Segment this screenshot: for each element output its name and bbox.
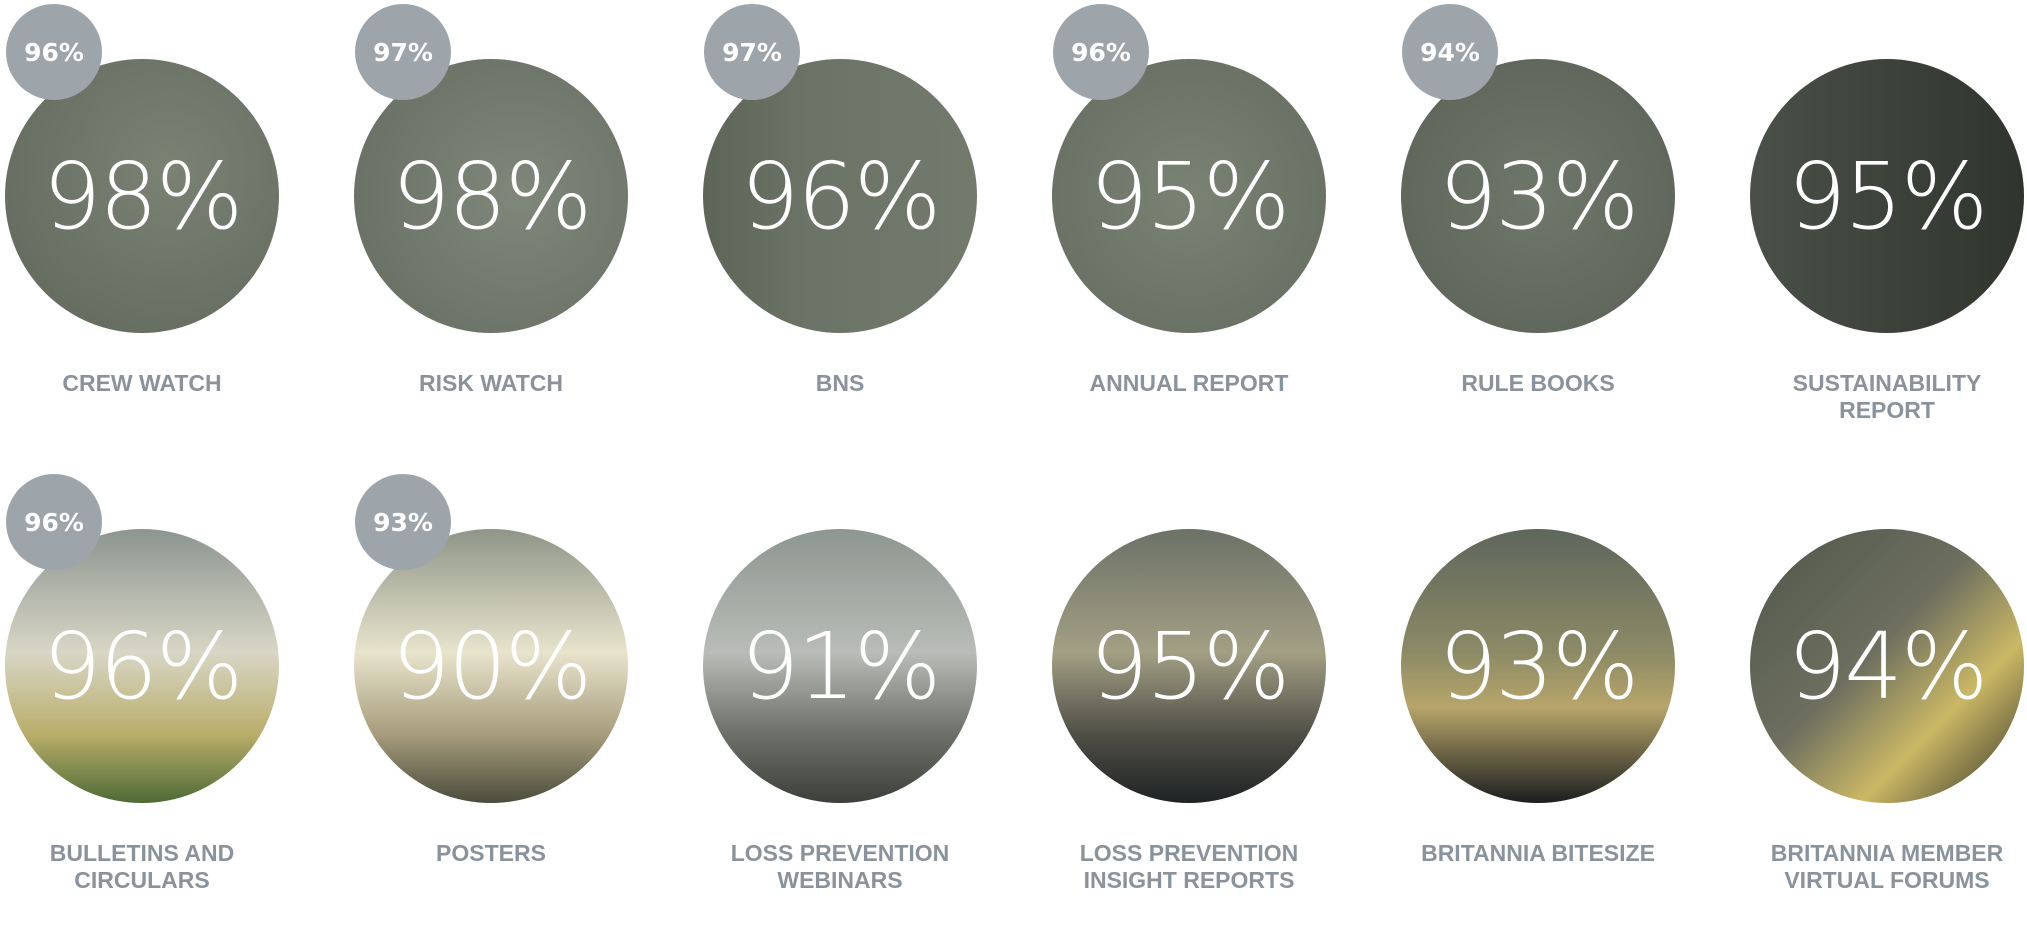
stat-value: 91% xyxy=(741,613,939,720)
stat-circle: 90% xyxy=(354,529,628,803)
stat-label: BRITANNIA BITESIZE xyxy=(1396,840,1680,867)
stat-circle: 98% xyxy=(5,59,279,333)
stat-circle: 93% xyxy=(1401,59,1675,333)
label-line: RISK WATCH xyxy=(349,370,633,397)
stat-value: 96% xyxy=(43,613,241,720)
stat-value: 96% xyxy=(741,143,939,250)
stat-item: 90% 93% POSTERS xyxy=(349,470,698,940)
label-line: BRITANNIA MEMBER xyxy=(1745,840,2027,867)
stat-badge: 93% xyxy=(355,474,451,570)
label-line: POSTERS xyxy=(349,840,633,867)
stat-badge: 94% xyxy=(1402,4,1498,100)
stat-label: POSTERS xyxy=(349,840,633,867)
stat-circle: 95% xyxy=(1052,529,1326,803)
stat-item: 95% 96% ANNUAL REPORT xyxy=(1047,0,1396,470)
label-line: CIRCULARS xyxy=(0,867,284,894)
stat-value: 95% xyxy=(1090,613,1288,720)
stat-circle: 96% xyxy=(703,59,977,333)
stat-badge: 97% xyxy=(355,4,451,100)
stat-value: 90% xyxy=(392,613,590,720)
stat-item: 93% BRITANNIA BITESIZE xyxy=(1396,470,1745,940)
stat-badge: 96% xyxy=(1053,4,1149,100)
stat-label: BNS xyxy=(698,370,982,397)
label-line: RULE BOOKS xyxy=(1396,370,1680,397)
stat-circle: 93% xyxy=(1401,529,1675,803)
stat-badge: 97% xyxy=(704,4,800,100)
stat-label: CREW WATCH xyxy=(0,370,284,397)
stat-value: 93% xyxy=(1439,143,1637,250)
stat-circle: 91% xyxy=(703,529,977,803)
stat-value: 95% xyxy=(1090,143,1288,250)
stat-label: ANNUAL REPORT xyxy=(1047,370,1331,397)
label-line: CREW WATCH xyxy=(0,370,284,397)
label-line: BULLETINS AND xyxy=(0,840,284,867)
stat-value: 93% xyxy=(1439,613,1637,720)
label-line: WEBINARS xyxy=(698,867,982,894)
stat-item: 98% 97% RISK WATCH xyxy=(349,0,698,470)
stat-label: RULE BOOKS xyxy=(1396,370,1680,397)
stat-value: 98% xyxy=(392,143,590,250)
label-line: SUSTAINABILITY xyxy=(1745,370,2027,397)
stat-badge: 96% xyxy=(6,4,102,100)
label-line: VIRTUAL FORUMS xyxy=(1745,867,2027,894)
stat-circle: 98% xyxy=(354,59,628,333)
label-line: LOSS PREVENTION xyxy=(698,840,982,867)
stat-value: 95% xyxy=(1788,143,1986,250)
stat-item: 98% 96% CREW WATCH xyxy=(0,0,349,470)
stat-value: 94% xyxy=(1788,613,1986,720)
label-line: REPORT xyxy=(1745,397,2027,424)
stat-badge: 96% xyxy=(6,474,102,570)
stat-circle: 95% xyxy=(1750,59,2024,333)
label-line: BNS xyxy=(698,370,982,397)
label-line: LOSS PREVENTION xyxy=(1047,840,1331,867)
stat-circle: 94% xyxy=(1750,529,2024,803)
label-line: BRITANNIA BITESIZE xyxy=(1396,840,1680,867)
stat-circle: 96% xyxy=(5,529,279,803)
stat-circle: 95% xyxy=(1052,59,1326,333)
label-line: INSIGHT REPORTS xyxy=(1047,867,1331,894)
stat-item: 93% 94% RULE BOOKS xyxy=(1396,0,1745,470)
page: 98% 96% CREW WATCH 98% 97% RISK WATCH 96% 97% BN… xyxy=(0,0,2027,895)
stat-label: RISK WATCH xyxy=(349,370,633,397)
label-line: ANNUAL REPORT xyxy=(1047,370,1331,397)
stat-item: 96% 97% BNS xyxy=(698,0,1047,470)
stat-value: 98% xyxy=(43,143,241,250)
